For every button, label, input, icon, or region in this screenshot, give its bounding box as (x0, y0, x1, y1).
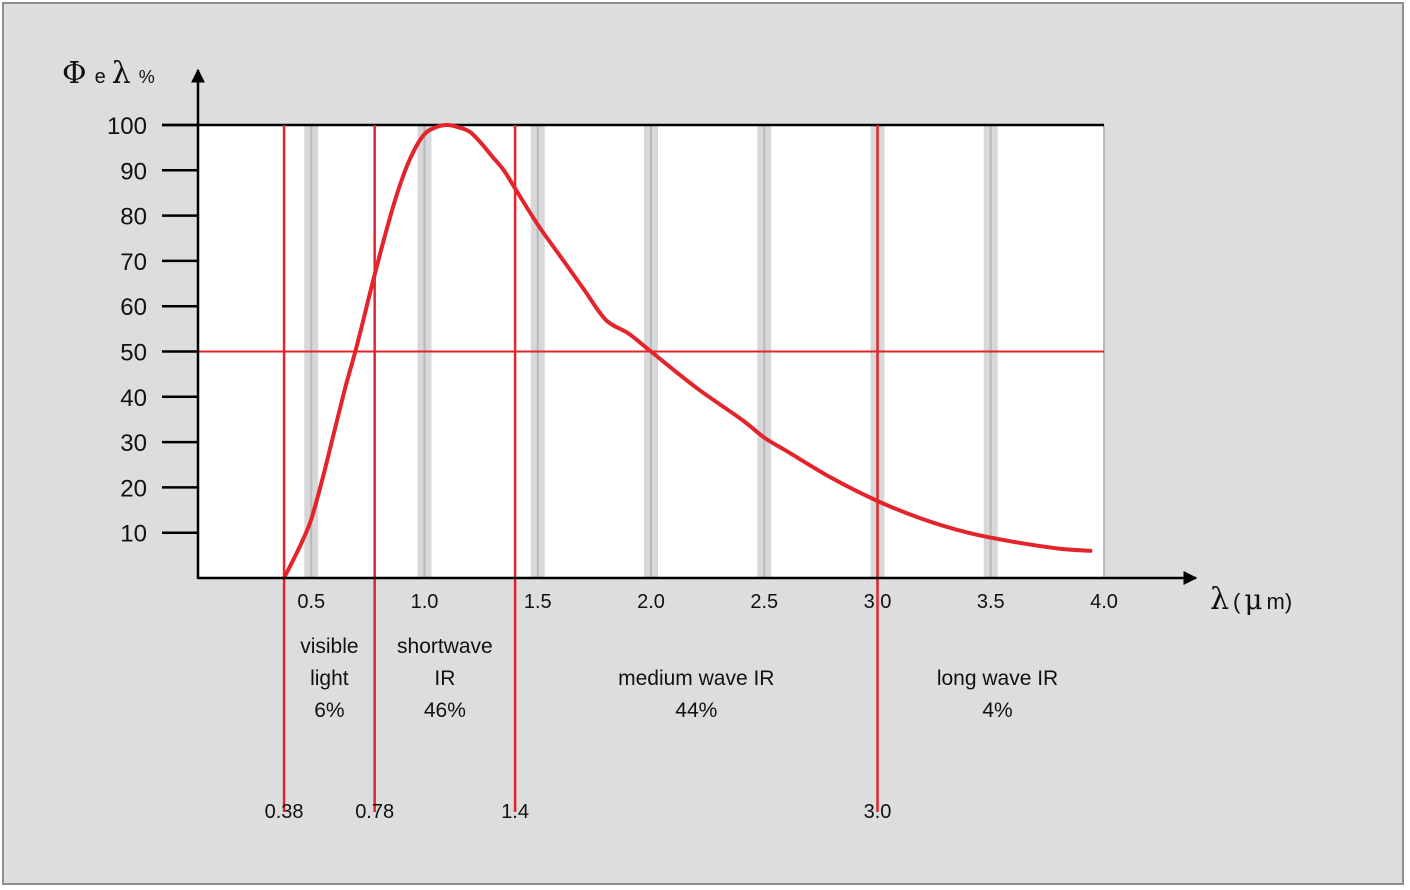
boundary-labels: 0.38 0.78 1.4 3.0 (265, 801, 892, 823)
y-tick-label: 90 (120, 158, 147, 185)
y-tick-label: 70 (120, 249, 147, 276)
y-tick-label: 30 (120, 430, 147, 457)
y-axis-ticks: 10 20 30 40 50 60 70 80 90 100 (107, 113, 198, 548)
x-tick-label: 1.0 (411, 591, 439, 613)
region-label-line: 4% (982, 699, 1012, 722)
boundary-label: 0.38 (265, 801, 304, 823)
region-label-line: visible (300, 635, 358, 658)
spectral-curve (282, 123, 1093, 580)
boundary-label: 0.78 (355, 801, 394, 823)
x-tick-label: 3.5 (977, 591, 1005, 613)
x-axis-label: λ ( μ m) (1210, 582, 1292, 617)
y-tick-label: 80 (120, 204, 147, 231)
region-label-line: shortwave (397, 635, 493, 658)
y-tick-label: 40 (120, 385, 147, 412)
region-label-line: 6% (314, 699, 344, 722)
y-axis-label: Φ e λ % (62, 56, 155, 91)
y-tick-label: 60 (120, 294, 147, 321)
region-label-line: medium wave IR (618, 667, 774, 690)
y-tick-label: 20 (120, 475, 147, 502)
x-tick-label: 2.5 (750, 591, 778, 613)
region-label-line: IR (434, 667, 455, 690)
region-label-line: light (310, 667, 349, 690)
y-tick-label: 100 (107, 113, 147, 140)
y-tick-label: 50 (120, 340, 147, 367)
y-tick-label: 10 (120, 521, 147, 548)
x-tick-label: 1.5 (524, 591, 552, 613)
region-labels: visible light 6% shortwave IR 46% medium wave … (300, 635, 1058, 722)
x-tick-label: 2.0 (637, 591, 665, 613)
boundary-label: 1.4 (501, 801, 529, 823)
x-tick-label: 0.5 (297, 591, 325, 613)
boundary-label: 3.0 (864, 801, 892, 823)
x-axis-ticks: 0.5 1.0 1.5 2.0 2.5 3.0 3.5 4.0 (297, 591, 1118, 613)
region-boundary-lines (282, 125, 879, 812)
region-label-line: 44% (675, 699, 717, 722)
x-tick-label: 4.0 (1090, 591, 1118, 613)
region-label-line: 46% (424, 699, 466, 722)
region-label-line: long wave IR (937, 667, 1058, 690)
